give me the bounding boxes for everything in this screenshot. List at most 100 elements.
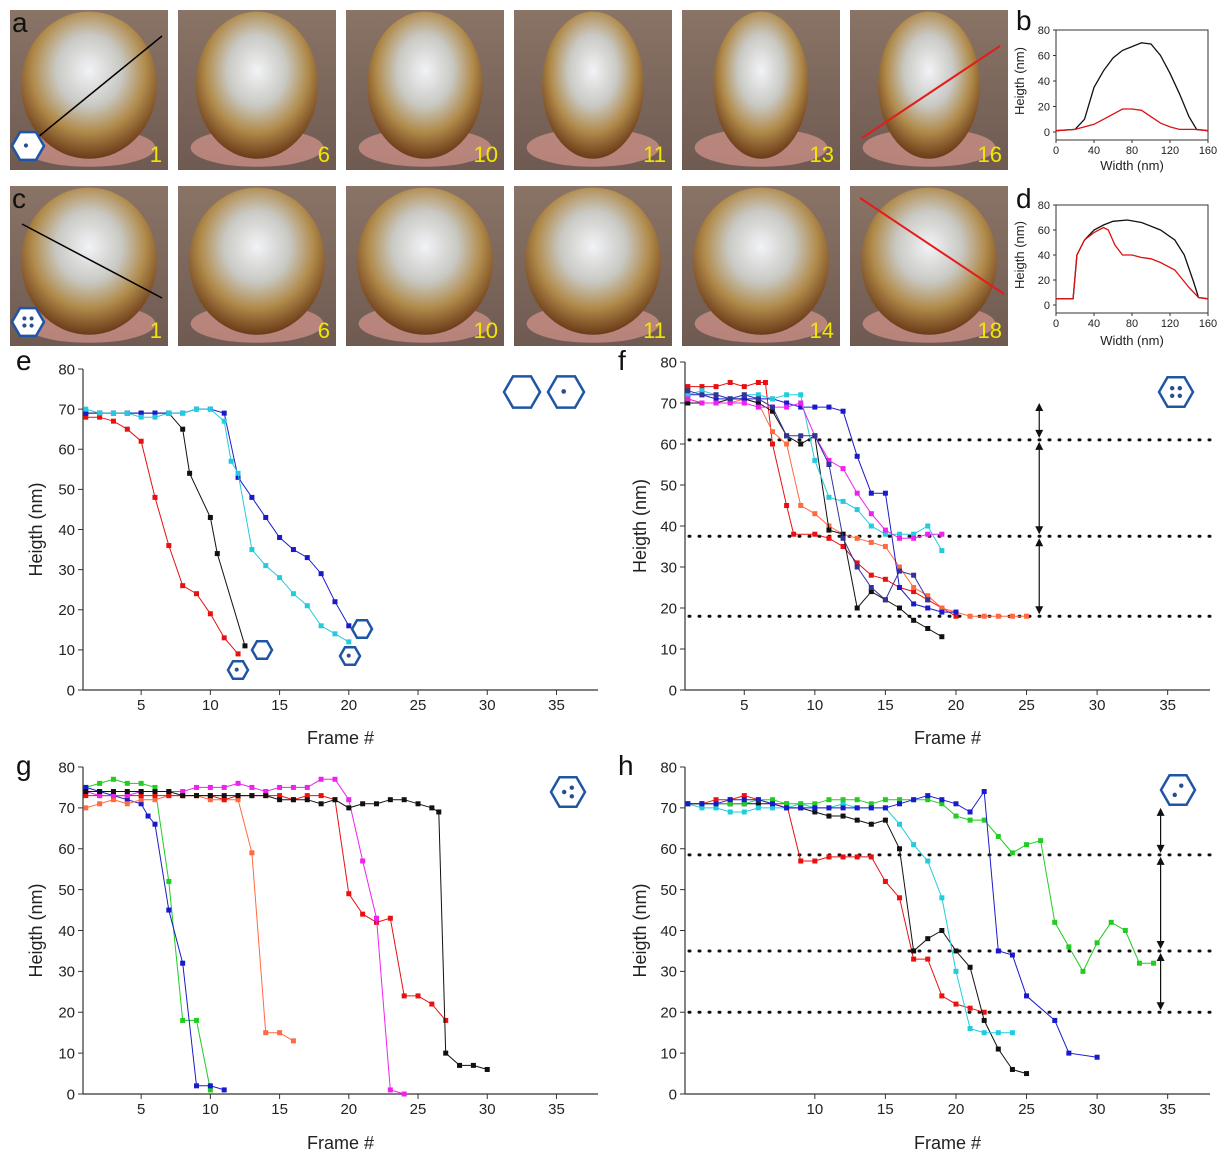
data-point	[484, 1066, 490, 1072]
data-point	[981, 789, 987, 795]
x-tick-label: 20	[948, 1101, 965, 1118]
data-point	[180, 410, 186, 416]
data-point	[1009, 952, 1015, 958]
data-point	[953, 968, 959, 974]
data-point	[180, 960, 186, 966]
data-point	[995, 1046, 1001, 1052]
data-point	[1151, 960, 1157, 966]
data-point	[882, 531, 888, 537]
y-tick-label: 0	[1044, 127, 1050, 139]
series	[685, 793, 987, 1015]
data-point	[812, 805, 818, 811]
cell-symbol-icon	[1159, 774, 1197, 806]
data-point	[194, 1017, 200, 1023]
data-point	[882, 576, 888, 582]
data-point	[713, 801, 719, 807]
data-point	[727, 380, 733, 385]
chart-g: 0 10 20 30 40 50 60 70 80 5 10 15 20 25 30 35 Frame # Hei…	[16, 750, 598, 1153]
data-point	[1066, 1050, 1072, 1056]
data-point	[897, 797, 903, 803]
panel-letter: c	[12, 183, 26, 214]
data-point	[925, 936, 931, 942]
data-point	[741, 400, 747, 406]
data-point	[304, 784, 310, 790]
data-point	[897, 564, 903, 570]
frame-number-label: 16	[978, 142, 1002, 167]
image-strip-a: 1 6 10 11 13 16a	[10, 7, 1008, 170]
data-point	[882, 817, 888, 823]
image-strip-c: 1 6 10 11 14 18 c	[10, 183, 1008, 346]
series	[685, 396, 945, 541]
data-point	[882, 797, 888, 803]
x-tick-label: 25	[410, 697, 427, 714]
data-point	[194, 784, 200, 790]
series	[685, 801, 1015, 1036]
data-point	[685, 396, 691, 402]
data-point	[207, 784, 213, 790]
data-point	[784, 400, 790, 406]
data-point	[221, 635, 227, 641]
data-point	[826, 523, 832, 529]
data-point	[166, 410, 172, 416]
data-point	[868, 490, 874, 496]
data-point	[798, 400, 804, 406]
x-tick-label: 160	[1199, 145, 1217, 157]
data-point	[166, 878, 172, 884]
data-point	[953, 948, 959, 954]
data-point	[387, 797, 393, 803]
data-point	[784, 805, 790, 811]
data-point	[207, 514, 213, 520]
x-tick-label: 20	[340, 697, 357, 714]
data-point	[981, 817, 987, 823]
data-point	[897, 605, 903, 611]
series	[83, 793, 296, 1044]
data-point	[911, 589, 917, 595]
data-point	[152, 410, 158, 416]
series-line	[85, 416, 239, 655]
data-point	[741, 809, 747, 815]
frame-number-label: 1	[150, 142, 162, 167]
data-point	[685, 801, 691, 807]
x-axis-label: Frame #	[307, 728, 374, 748]
y-tick-label: 30	[58, 562, 75, 579]
data-point	[221, 784, 227, 790]
data-point	[235, 651, 241, 657]
data-point	[346, 805, 352, 811]
data-point	[699, 384, 705, 390]
data-point	[741, 801, 747, 807]
data-point	[277, 535, 283, 541]
y-tick-label: 20	[660, 600, 677, 617]
data-point	[770, 801, 775, 807]
data-point	[249, 850, 255, 856]
data-point	[981, 1017, 987, 1023]
data-point	[138, 793, 144, 799]
y-tick-label: 50	[58, 482, 75, 499]
y-tick-label: 40	[660, 518, 677, 535]
data-point	[401, 993, 407, 999]
data-point	[387, 1087, 393, 1093]
series-line	[85, 795, 447, 1021]
cell-symbol-icon	[1157, 376, 1195, 408]
data-point	[741, 392, 747, 398]
data-point	[180, 793, 186, 799]
data-point	[1024, 842, 1030, 848]
series	[83, 784, 227, 1093]
data-point	[263, 514, 269, 520]
data-point	[826, 535, 832, 541]
data-point	[897, 531, 903, 537]
series-line	[85, 412, 246, 647]
data-point	[110, 410, 116, 416]
data-point	[207, 793, 213, 799]
data-point	[1009, 1030, 1015, 1036]
data-point	[840, 408, 846, 414]
series	[83, 793, 449, 1023]
panel-letter: a	[12, 7, 28, 38]
data-point	[727, 809, 733, 815]
y-tick-label: 80	[660, 759, 677, 776]
data-point	[318, 776, 324, 782]
data-point	[967, 964, 973, 970]
data-point	[346, 623, 352, 629]
data-point	[138, 780, 144, 786]
data-point	[770, 805, 775, 811]
